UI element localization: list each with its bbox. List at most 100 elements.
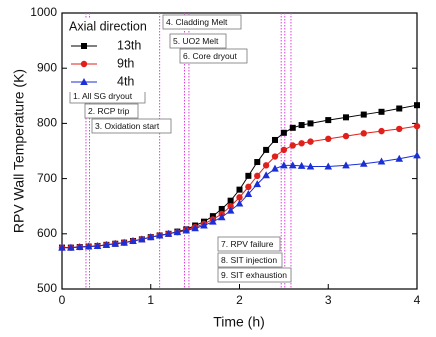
legend-label: 9th: [117, 56, 134, 70]
point: [272, 136, 278, 143]
point: [395, 154, 404, 162]
y-tick-label: 1000: [30, 5, 57, 19]
point: [67, 243, 75, 251]
point: [307, 138, 314, 145]
y-tick-label: 900: [37, 60, 57, 74]
point: [235, 199, 244, 207]
point: [289, 142, 296, 149]
annotation: 2. RCP trip: [88, 106, 130, 116]
point: [271, 164, 279, 172]
point: [343, 114, 349, 121]
point: [155, 231, 164, 239]
point: [245, 172, 252, 179]
point: [200, 221, 208, 229]
point: [262, 162, 270, 169]
point: [271, 153, 279, 160]
x-tick-label: 3: [325, 293, 332, 307]
point: [146, 233, 155, 241]
point: [173, 228, 182, 236]
point: [280, 129, 287, 136]
point: [227, 203, 234, 210]
point: [280, 146, 288, 154]
point: [244, 190, 253, 198]
annotation-box: [217, 236, 281, 252]
point: [138, 235, 146, 243]
point: [262, 171, 270, 179]
point: [280, 161, 288, 169]
annotation: 7. RPV failure: [221, 239, 274, 249]
point: [245, 183, 252, 191]
point: [191, 224, 199, 232]
point: [342, 132, 350, 140]
y-tick-label: 600: [37, 226, 57, 240]
point: [84, 242, 93, 250]
legend-marker: [80, 60, 88, 68]
y-axis-label: RPV Wall Temperature (K): [11, 69, 27, 233]
annotation-box: [217, 267, 292, 283]
point: [289, 124, 296, 131]
annotation-box: [162, 14, 242, 30]
legend-title: Axial direction: [69, 19, 147, 33]
annotation: 9. SIT exhaustion: [221, 270, 287, 280]
point: [378, 127, 385, 135]
point: [298, 122, 305, 129]
point: [325, 117, 332, 124]
point: [263, 146, 270, 153]
point: [93, 241, 102, 249]
annotation-box: [217, 252, 283, 268]
legend-marker: [81, 43, 87, 49]
point: [413, 151, 421, 159]
x-tick-label: 2: [236, 293, 243, 307]
annotation: 1. All SG dryout: [73, 91, 133, 101]
point: [253, 180, 262, 188]
point: [209, 213, 216, 220]
point: [75, 243, 84, 251]
point: [254, 172, 261, 180]
point: [414, 102, 420, 109]
x-axis-label: Time (h): [213, 314, 265, 330]
point: [377, 157, 386, 165]
point: [227, 197, 234, 204]
annotation-box: [179, 48, 248, 64]
point: [342, 161, 350, 169]
point: [120, 238, 128, 246]
point: [306, 162, 315, 170]
legend-marker: [80, 78, 88, 85]
point: [164, 229, 173, 237]
point: [413, 122, 421, 130]
point: [111, 239, 120, 247]
point: [58, 243, 66, 251]
point: [307, 120, 314, 127]
x-tick-label: 4: [414, 293, 421, 307]
annotation-box: [91, 118, 172, 134]
y-tick-label: 700: [37, 171, 57, 185]
point: [298, 140, 305, 147]
point: [236, 186, 243, 193]
point: [209, 217, 217, 225]
annotation: 5. UO2 Melt: [173, 36, 219, 46]
point: [102, 240, 111, 248]
point: [359, 159, 368, 167]
point: [324, 162, 333, 170]
annotation: 8. SIT injection: [221, 255, 277, 265]
annotation: 6. Core dryout: [183, 51, 237, 61]
point: [396, 105, 403, 112]
point: [325, 135, 332, 143]
point: [236, 194, 243, 201]
point: [378, 108, 385, 115]
point: [217, 213, 226, 221]
point: [360, 111, 367, 118]
legend-box: [67, 18, 155, 92]
point: [297, 161, 306, 169]
annotation: 4. Cladding Melt: [166, 17, 228, 27]
point: [129, 236, 137, 244]
point: [226, 206, 235, 214]
point: [288, 161, 297, 169]
point: [360, 130, 367, 137]
annotation-box: [84, 103, 139, 119]
legend-label: 4th: [117, 74, 134, 88]
x-tick-label: 1: [147, 293, 154, 307]
point: [396, 125, 403, 133]
annotation: 3. Oxidation start: [95, 121, 160, 131]
